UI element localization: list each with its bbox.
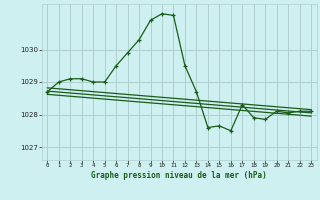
X-axis label: Graphe pression niveau de la mer (hPa): Graphe pression niveau de la mer (hPa) (91, 171, 267, 180)
